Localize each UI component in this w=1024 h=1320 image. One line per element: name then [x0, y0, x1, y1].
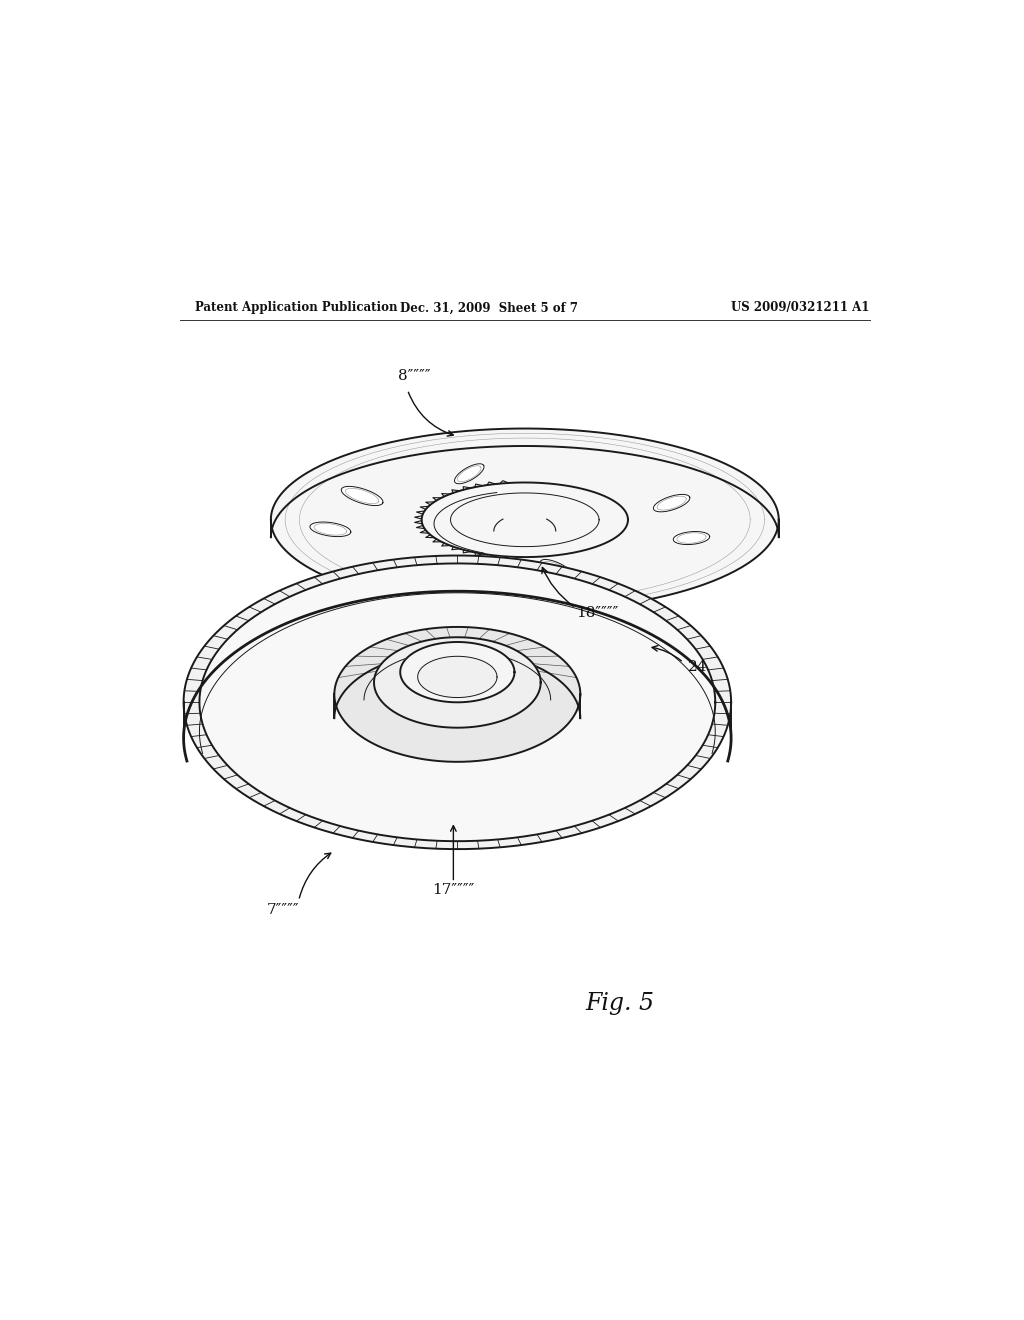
Text: 7″″″″: 7″″″″	[266, 903, 299, 917]
Text: 8″″″″: 8″″″″	[397, 370, 430, 383]
Text: US 2009/0321211 A1: US 2009/0321211 A1	[731, 301, 869, 314]
Polygon shape	[418, 656, 497, 697]
Text: 24: 24	[687, 660, 707, 673]
Text: 17″″″″: 17″″″″	[432, 883, 474, 898]
Text: Fig. 5: Fig. 5	[586, 993, 654, 1015]
Polygon shape	[422, 483, 628, 557]
Polygon shape	[310, 521, 351, 536]
Text: Dec. 31, 2009  Sheet 5 of 7: Dec. 31, 2009 Sheet 5 of 7	[400, 301, 579, 314]
Polygon shape	[341, 486, 383, 506]
Polygon shape	[400, 642, 514, 702]
Polygon shape	[455, 463, 484, 483]
Polygon shape	[183, 556, 731, 849]
Text: Patent Application Publication: Patent Application Publication	[196, 301, 398, 314]
Polygon shape	[335, 627, 581, 762]
Polygon shape	[653, 495, 690, 512]
Polygon shape	[200, 564, 715, 841]
Text: 18″″″″: 18″″″″	[577, 606, 618, 619]
Polygon shape	[540, 560, 573, 578]
Polygon shape	[271, 429, 779, 611]
Polygon shape	[673, 532, 710, 545]
Polygon shape	[374, 638, 541, 727]
